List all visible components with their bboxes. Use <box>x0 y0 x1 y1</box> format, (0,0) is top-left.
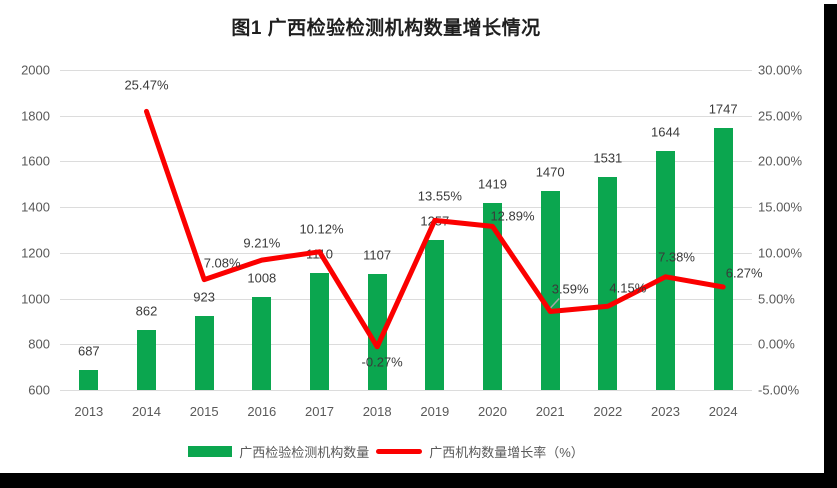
x-axis-tick-2023: 2023 <box>651 404 680 419</box>
bar-2018 <box>367 274 387 390</box>
gridline <box>60 161 752 163</box>
x-axis-tick-2022: 2022 <box>593 404 623 419</box>
legend-bar-swatch-icon <box>188 446 233 457</box>
legend-bar-label: 广西检验检测机构数量 <box>239 445 370 460</box>
rate-label: 25.47% <box>124 77 169 93</box>
bar-2024 <box>713 127 733 390</box>
bar-2014 <box>137 330 156 390</box>
legend-line-label: 广西机构数量增长率（%） <box>429 445 584 460</box>
bar-2023 <box>656 151 675 390</box>
left-axis-tick: 600 <box>28 382 50 398</box>
x-axis-tick-2014: 2014 <box>132 404 161 419</box>
x-axis-tick-2016: 2016 <box>247 404 277 419</box>
x-axis-tick-2024: 2024 <box>708 404 738 419</box>
right-axis-tick: -5.00% <box>758 382 800 398</box>
gridline <box>60 70 752 71</box>
chart-legend: 广西检验检测机构数量 广西机构数量增长率（%） <box>0 442 772 461</box>
photo-frame-bottom <box>0 473 837 488</box>
left-axis-tick: 800 <box>28 336 50 352</box>
rate-label: 3.59% <box>551 281 589 297</box>
right-axis-tick: 5.00% <box>758 291 795 307</box>
legend-line-swatch-icon <box>376 449 423 454</box>
rate-label: -0.27% <box>361 354 403 370</box>
bar-value-label: 1531 <box>593 150 623 166</box>
x-axis-tick-2021: 2021 <box>535 404 565 419</box>
bar-value-label: 862 <box>135 303 158 319</box>
right-axis-tick: 0.00% <box>758 336 795 352</box>
x-axis-tick-2018: 2018 <box>362 404 392 419</box>
left-axis-tick: 1400 <box>21 199 50 215</box>
gridline <box>60 207 752 209</box>
gridline <box>60 252 752 254</box>
bar-value-label: 1008 <box>247 270 277 286</box>
right-axis-tick: 20.00% <box>758 153 803 169</box>
gridline <box>60 390 752 391</box>
bar-2020 <box>483 202 502 390</box>
rate-label: 7.38% <box>658 249 695 265</box>
bar-2017 <box>310 273 329 390</box>
right-axis-tick: 10.00% <box>758 245 803 261</box>
x-axis-tick-2013: 2013 <box>74 404 104 419</box>
rate-label: 10.12% <box>299 221 344 237</box>
bar-value-label: 687 <box>77 343 100 359</box>
chart-title: 图1 广西检验检测机构数量增长情况 <box>231 18 541 39</box>
gridline <box>60 344 752 346</box>
right-axis-tick: 30.00% <box>758 62 803 78</box>
bar-2016 <box>252 296 272 390</box>
left-axis-tick: 1000 <box>21 291 50 307</box>
gridline <box>60 115 752 117</box>
left-axis-tick: 2000 <box>21 62 50 78</box>
bar-value-label: 1419 <box>478 176 507 192</box>
rate-label: 4.15% <box>609 280 647 296</box>
left-axis-tick: 1800 <box>21 108 50 124</box>
rate-label: 7.08% <box>203 255 241 271</box>
photo-frame-right <box>824 4 837 488</box>
bar-value-label: 1107 <box>363 247 392 263</box>
rate-label: 6.27% <box>725 265 763 281</box>
x-axis-tick-2017: 2017 <box>305 404 334 419</box>
bar-value-label: 1470 <box>535 164 565 180</box>
bar-2015 <box>194 316 214 390</box>
rate-label: 12.89% <box>490 208 535 224</box>
bar-value-label: 1644 <box>651 124 680 140</box>
gridline <box>60 298 752 300</box>
bar-value-label: 923 <box>193 289 216 305</box>
x-axis-tick-2015: 2015 <box>189 404 219 419</box>
bar-value-label: 1747 <box>708 101 738 117</box>
left-axis-tick: 1200 <box>21 245 50 261</box>
rate-label: 13.55% <box>417 188 462 204</box>
right-axis-tick: 15.00% <box>758 199 803 215</box>
bar-value-label: 1257 <box>420 213 450 229</box>
bar-value-label: 1110 <box>306 246 333 262</box>
x-axis-tick-2019: 2019 <box>420 404 450 419</box>
bar-2019 <box>425 239 445 390</box>
bar-2013 <box>79 370 99 390</box>
right-axis-tick: 25.00% <box>758 108 803 124</box>
rate-label: 9.21% <box>243 235 281 251</box>
left-axis-tick: 1600 <box>21 153 50 169</box>
x-axis-tick-2020: 2020 <box>478 404 507 419</box>
